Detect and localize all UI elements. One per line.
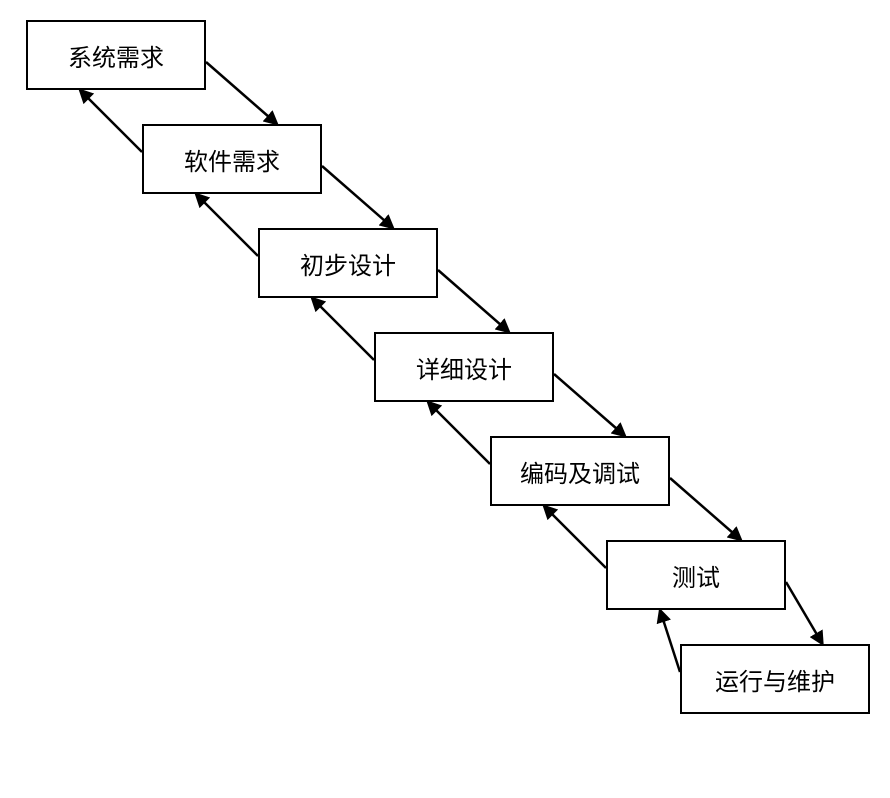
flow-node-n2: 初步设计 — [258, 228, 438, 298]
flow-node-label: 运行与维护 — [715, 662, 835, 697]
flow-arrow — [670, 478, 741, 540]
flow-node-n4: 编码及调试 — [490, 436, 670, 506]
flow-arrow — [438, 270, 509, 332]
flow-arrow — [322, 166, 393, 228]
flow-node-label: 详细设计 — [416, 350, 512, 385]
flow-arrow — [206, 62, 277, 124]
waterfall-diagram: 系统需求软件需求初步设计详细设计编码及调试测试运行与维护 — [0, 0, 890, 798]
flow-node-label: 软件需求 — [184, 142, 280, 177]
flow-node-label: 系统需求 — [68, 38, 164, 73]
flow-node-label: 测试 — [672, 558, 720, 593]
flow-arrow — [544, 506, 606, 568]
flow-arrow — [312, 298, 374, 360]
flow-node-n5: 测试 — [606, 540, 786, 610]
flow-node-n6: 运行与维护 — [680, 644, 870, 714]
flow-arrow — [196, 194, 258, 256]
flow-arrow — [660, 610, 680, 672]
flow-node-label: 初步设计 — [300, 246, 396, 281]
flow-arrow — [554, 374, 625, 436]
flow-node-n3: 详细设计 — [374, 332, 554, 402]
flow-arrow — [786, 582, 823, 644]
flow-node-n1: 软件需求 — [142, 124, 322, 194]
flow-arrow — [80, 90, 142, 152]
flow-node-n0: 系统需求 — [26, 20, 206, 90]
flow-node-label: 编码及调试 — [520, 454, 640, 489]
flow-arrow — [428, 402, 490, 464]
